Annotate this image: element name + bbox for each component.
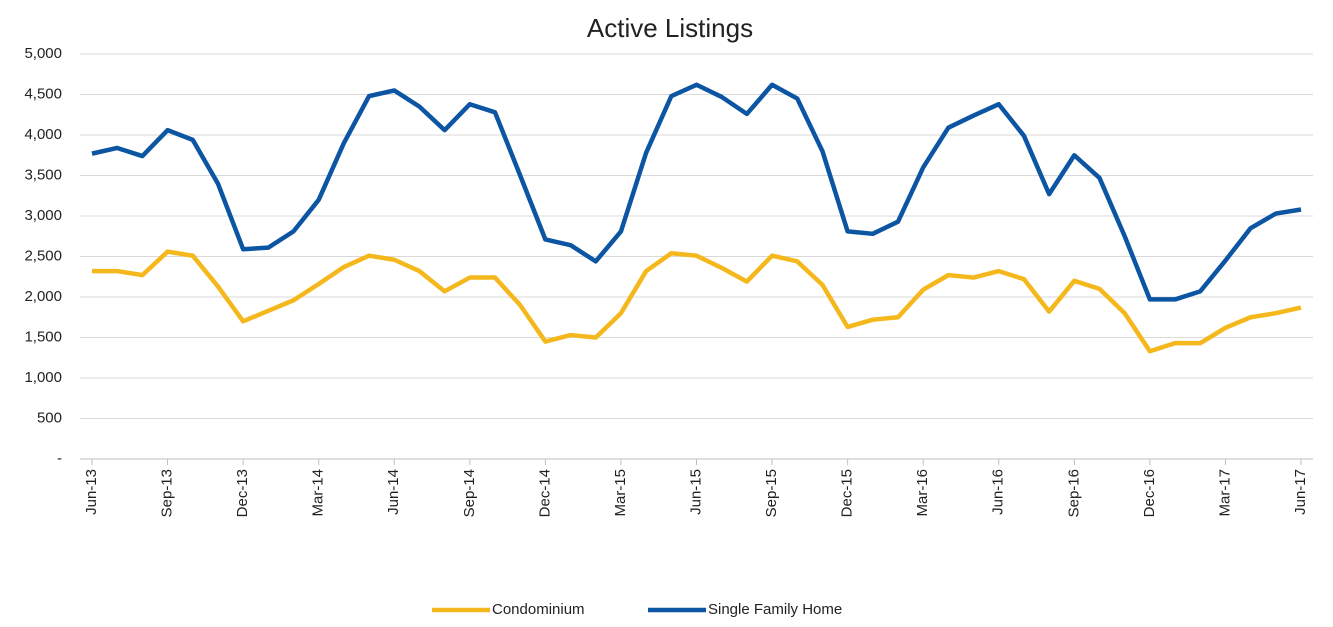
legend-label: Condominium (492, 601, 585, 618)
x-tick-label: Dec-13 (234, 469, 251, 517)
y-tick-label: 1,500 (24, 328, 62, 345)
x-tick-label: Mar-16 (914, 469, 931, 517)
x-tick-label: Mar-17 (1216, 469, 1233, 517)
x-tick-label: Sep-13 (159, 469, 176, 517)
x-tick-label: Dec-16 (1141, 469, 1158, 517)
x-tick-label: Sep-15 (763, 469, 780, 517)
legend-label: Single Family Home (708, 601, 842, 618)
x-tick-label: Mar-15 (612, 469, 629, 517)
y-tick-label: 2,500 (24, 247, 62, 264)
x-tick-label: Jun-16 (990, 469, 1007, 515)
x-tick-label: Jun-17 (1292, 469, 1309, 515)
y-tick-label: 5,000 (24, 45, 62, 62)
x-tick-label: Jun-13 (83, 469, 100, 515)
series-line (91, 82, 1302, 302)
y-tick-label: 500 (37, 409, 62, 426)
x-tick-label: Sep-14 (461, 469, 478, 517)
x-tick-label: Jun-14 (385, 469, 402, 515)
y-tick-label: 2,000 (24, 288, 62, 305)
x-tick-label: Dec-15 (839, 469, 856, 517)
y-tick-label: 3,500 (24, 166, 62, 183)
chart-title: Active Listings (587, 13, 753, 43)
x-tick-label: Mar-14 (310, 469, 327, 517)
y-tick-label: 4,000 (24, 126, 62, 143)
y-tick-label: 4,500 (24, 85, 62, 102)
y-tick-label: - (57, 450, 62, 467)
y-tick-label: 3,000 (24, 207, 62, 224)
y-tick-label: 1,000 (24, 369, 62, 386)
x-tick-label: Dec-14 (536, 469, 553, 517)
x-tick-label: Jun-15 (687, 469, 704, 515)
series-line (92, 249, 1302, 354)
x-tick-label: Sep-16 (1065, 469, 1082, 517)
